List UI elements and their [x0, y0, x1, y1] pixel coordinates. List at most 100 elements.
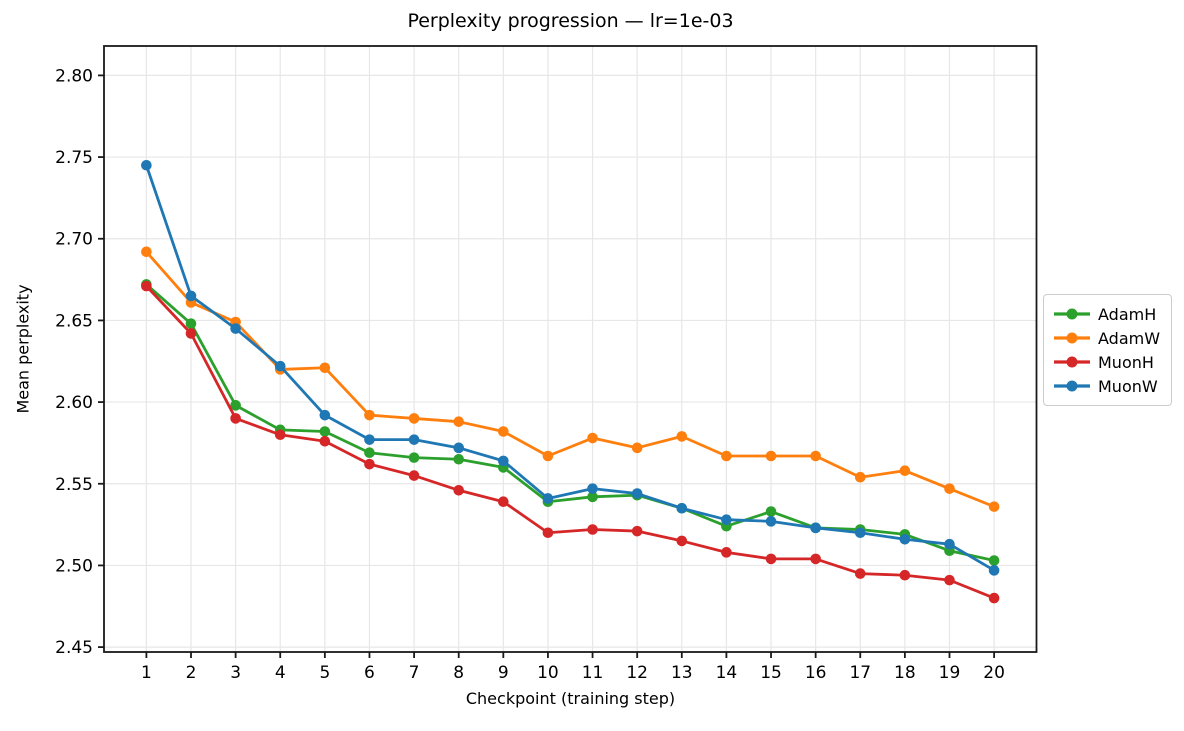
series-MuonW-marker-5: [319, 409, 331, 421]
series-MuonW-marker-11: [587, 483, 598, 494]
series-AdamH-marker-15: [765, 506, 777, 517]
y-tick-label-2.80: 2.80: [55, 66, 93, 86]
series-MuonH-marker-6: [364, 458, 375, 470]
series-MuonW-marker-13: [676, 502, 688, 514]
legend-line-marker-icon: [1054, 332, 1090, 344]
series-AdamH-marker-6: [364, 447, 375, 459]
series-AdamW-marker-8: [453, 416, 465, 427]
series-AdamH-marker-20: [988, 555, 1000, 566]
series-MuonH-marker-14: [721, 547, 732, 558]
x-tick-label-6: 6: [364, 663, 375, 683]
y-tick-label-2.60: 2.60: [55, 393, 93, 413]
series-MuonH-marker-17: [854, 568, 866, 579]
series-MuonH: [141, 280, 1000, 604]
series-MuonW-marker-6: [364, 434, 375, 445]
series-AdamH-marker-5: [319, 426, 331, 437]
series-MuonH-marker-11: [587, 524, 598, 535]
x-tick-label-1: 1: [141, 663, 152, 683]
x-tick-label-11: 11: [582, 663, 604, 683]
grid: [104, 46, 1037, 652]
series-AdamW-marker-15: [765, 450, 777, 462]
series-AdamW-marker-7: [408, 413, 420, 424]
series-MuonH-marker-9: [498, 496, 509, 508]
legend-label: AdamW: [1098, 328, 1161, 348]
series-AdamW-marker-12: [631, 442, 643, 454]
series-MuonH-marker-12: [631, 525, 643, 537]
series-AdamW-marker-20: [988, 501, 1000, 512]
series-MuonH-marker-8: [453, 484, 465, 496]
series-AdamH-marker-7: [408, 452, 420, 463]
series-MuonH-marker-7: [408, 470, 420, 481]
x-tick-label-7: 7: [409, 663, 420, 683]
series-AdamW-marker-16: [810, 450, 821, 462]
series-AdamW-marker-9: [498, 426, 509, 437]
series-MuonW-marker-9: [498, 455, 509, 467]
legend-item-AdamH: AdamH: [1053, 302, 1162, 326]
series-MuonH-marker-19: [944, 574, 955, 586]
x-tick-label-13: 13: [671, 663, 693, 683]
series-MuonW-marker-2: [185, 290, 197, 302]
series-AdamH: [141, 279, 1000, 566]
x-tick-label-3: 3: [230, 663, 241, 683]
series-MuonW-marker-3: [230, 323, 241, 334]
series-AdamH-line: [144, 283, 996, 562]
series-MuonH-marker-18: [899, 569, 911, 581]
series-AdamW-marker-11: [587, 432, 598, 444]
series-MuonH-marker-2: [185, 328, 197, 339]
x-tick-label-5: 5: [319, 663, 330, 683]
series-AdamW-marker-14: [721, 450, 732, 462]
series-AdamW-marker-5: [319, 362, 331, 374]
legend-item-MuonH: MuonH: [1053, 350, 1162, 374]
series-MuonW-marker-15: [765, 516, 777, 527]
x-tick-label-15: 15: [760, 663, 782, 683]
series-MuonW-marker-10: [542, 493, 554, 504]
series-MuonW-marker-18: [899, 533, 911, 545]
series-MuonW-marker-1: [141, 159, 152, 171]
series-MuonW-marker-16: [810, 522, 821, 534]
y-tick-label-2.75: 2.75: [55, 148, 93, 168]
series-AdamW-marker-13: [676, 431, 688, 442]
legend-label: MuonW: [1098, 376, 1158, 396]
legend-label: MuonH: [1098, 352, 1154, 372]
series-MuonH-marker-13: [676, 535, 688, 547]
series-MuonW-marker-14: [721, 514, 732, 525]
y-tick-label-2.70: 2.70: [55, 230, 93, 250]
x-tick-label-8: 8: [453, 663, 464, 683]
series-AdamH-marker-8: [453, 453, 465, 465]
series-AdamH-marker-11: [587, 491, 598, 503]
plot-border: [103, 45, 1038, 653]
x-tick-label-20: 20: [983, 663, 1005, 683]
legend-line-marker-icon: [1054, 308, 1090, 320]
axis-ticks: 2.452.502.552.602.652.702.752.801 2 3 4 5 6 7 8…: [55, 66, 1005, 683]
series-AdamH-marker-2: [185, 318, 197, 329]
series-AdamH-marker-3: [230, 400, 241, 411]
series-MuonW-marker-4: [274, 360, 286, 372]
series-AdamW-marker-1: [141, 246, 152, 258]
x-tick-label-4: 4: [275, 663, 286, 683]
x-tick-label-19: 19: [939, 663, 961, 683]
series-MuonW-marker-17: [854, 527, 866, 539]
series-AdamW-marker-19: [944, 483, 955, 494]
legend-line-marker-icon: [1054, 356, 1090, 368]
x-tick-label-9: 9: [498, 663, 509, 683]
series-AdamW: [141, 246, 1000, 512]
series-MuonH-marker-1: [141, 280, 152, 292]
series-AdamW-marker-17: [854, 471, 866, 483]
series-MuonH-line: [144, 284, 996, 600]
series-AdamW-marker-10: [542, 450, 554, 462]
chart-title: Perplexity progression — lr=1e-03: [407, 10, 734, 32]
series-MuonH-marker-3: [230, 413, 241, 424]
series-MuonH-marker-15: [765, 553, 777, 565]
series-MuonH-marker-4: [274, 429, 286, 441]
series-AdamW-marker-18: [899, 465, 911, 476]
series-MuonW-marker-19: [944, 538, 955, 550]
x-tick-label-2: 2: [186, 663, 197, 683]
x-axis-label: Checkpoint (training step): [465, 689, 676, 708]
legend-item-AdamW: AdamW: [1053, 326, 1162, 350]
x-tick-label-14: 14: [716, 663, 738, 683]
x-tick-label-17: 17: [849, 663, 871, 683]
x-tick-label-16: 16: [805, 663, 827, 683]
series-MuonH-marker-5: [319, 435, 331, 447]
